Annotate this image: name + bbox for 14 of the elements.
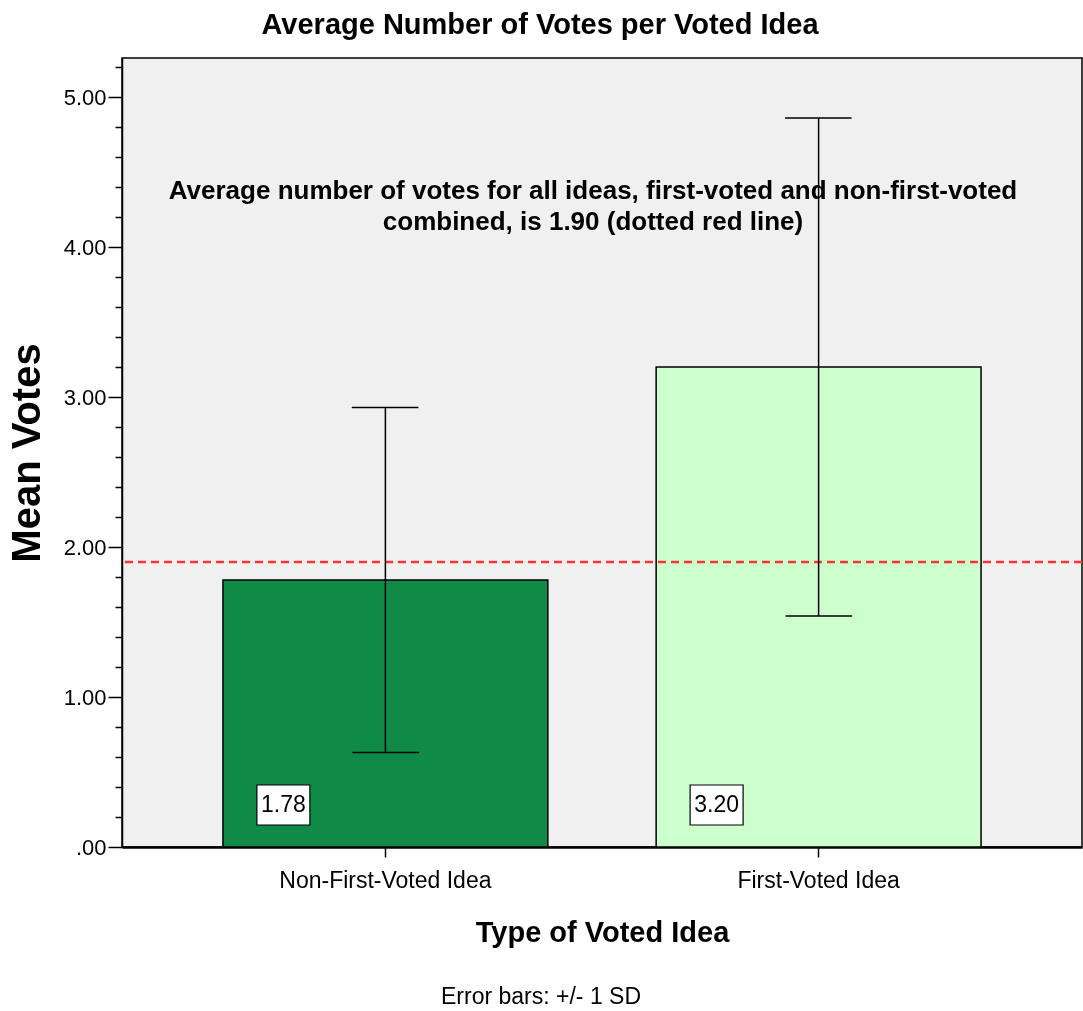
y-tick-label: 1.00 bbox=[63, 684, 107, 710]
y-tick-label: .00 bbox=[75, 834, 107, 860]
y-axis-title: Mean Votes bbox=[3, 343, 48, 563]
y-tick-label: 5.00 bbox=[63, 84, 107, 110]
x-tick-label: Non-First-Voted Idea bbox=[279, 866, 492, 893]
y-tick-label: 2.00 bbox=[63, 534, 107, 560]
data-label: 3.20 bbox=[694, 791, 739, 817]
x-axis-title: Type of Voted Idea bbox=[475, 915, 731, 948]
y-tick-label: 3.00 bbox=[63, 384, 107, 410]
x-tick-label: First-Voted Idea bbox=[737, 866, 900, 893]
data-label: 1.78 bbox=[261, 791, 306, 817]
y-tick-label: 4.00 bbox=[63, 234, 107, 260]
chart-title: Average Number of Votes per Voted Idea bbox=[261, 8, 820, 40]
text: Error bars: +/- 1 SD bbox=[440, 983, 642, 1009]
